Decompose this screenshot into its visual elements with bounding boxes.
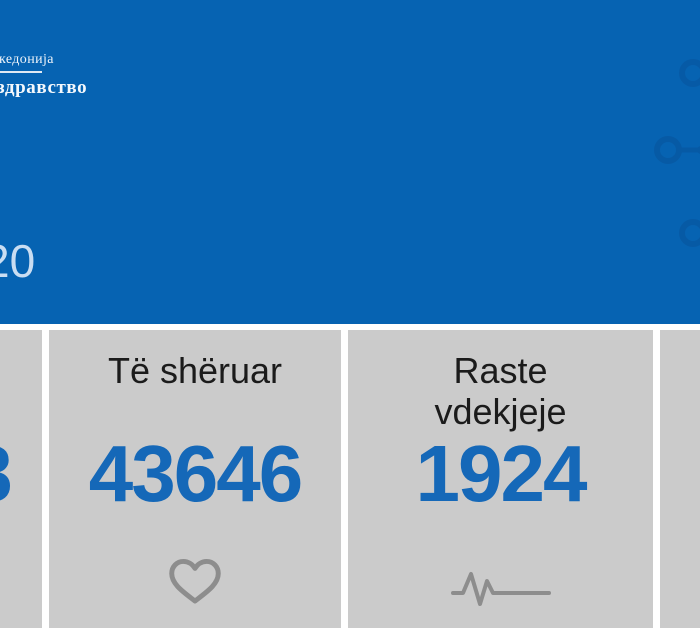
header-banner: кедонија здравство 20 bbox=[0, 0, 700, 324]
stat-card-partial-right: 1 bbox=[660, 330, 700, 628]
network-nodes-decoration bbox=[654, 59, 700, 247]
heart-outline-icon bbox=[169, 558, 221, 604]
stat-value-deaths: 1924 bbox=[415, 429, 588, 518]
header-date-fragment: 20 bbox=[0, 235, 36, 287]
heartbeat-flatline-icon bbox=[450, 572, 551, 606]
stat-title-deaths: Raste vdekjeje bbox=[434, 350, 567, 432]
stat-card-partial-left: 8 bbox=[0, 330, 42, 628]
stat-card-recovered: Të shëruar 43646 bbox=[49, 330, 341, 628]
logo-text-line1: кедонија bbox=[0, 52, 54, 67]
stat-card-deaths: Raste vdekjeje 1924 bbox=[348, 330, 653, 628]
logo-text-line2: здравство bbox=[0, 77, 88, 98]
stat-value-recovered: 43646 bbox=[88, 429, 303, 518]
stat-value-fragment: 8 bbox=[0, 434, 12, 514]
stat-title-recovered: Të shëruar bbox=[107, 350, 283, 391]
stat-value-fragment: 1 bbox=[695, 434, 700, 514]
stats-cards-row: 8 Të shëruar 43646 Raste vdekjeje 1924 1 bbox=[0, 330, 700, 628]
logo-divider bbox=[0, 71, 42, 73]
